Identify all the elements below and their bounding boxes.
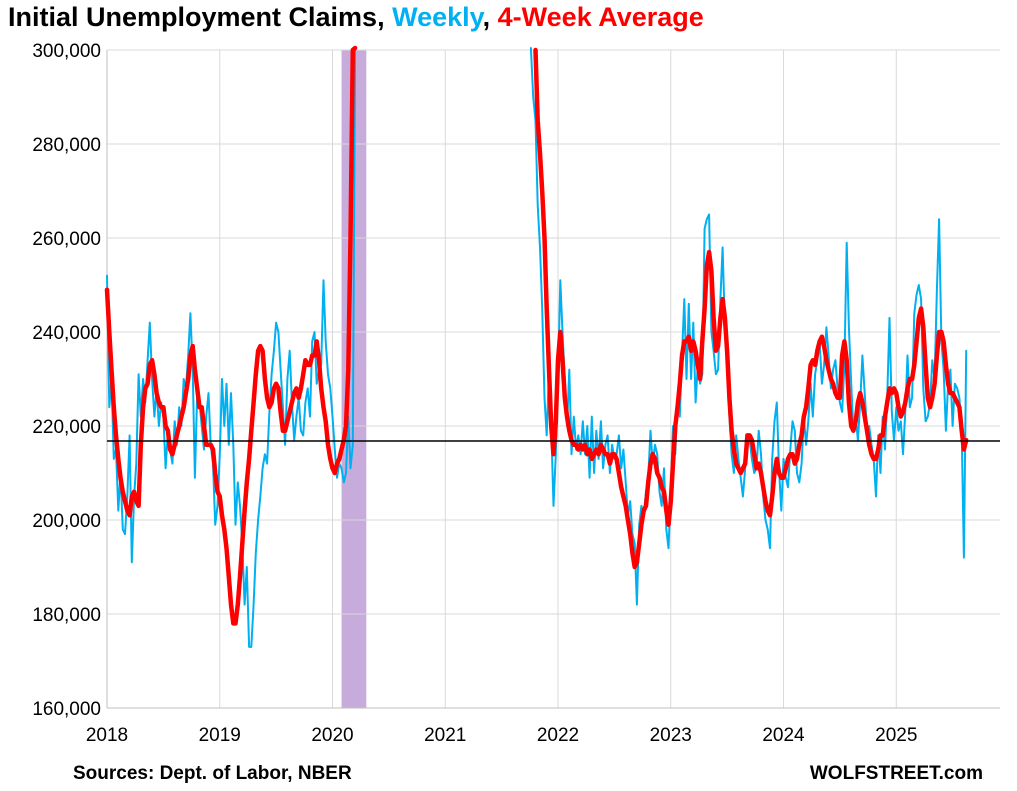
sources-note: Sources: Dept. of Labor, NBER [73, 763, 352, 784]
x-tick-label: 2018 [86, 725, 128, 746]
y-tick-label: 180,000 [32, 605, 101, 626]
title-comma: , [482, 2, 498, 32]
y-tick-label: 280,000 [32, 135, 101, 156]
x-tick-label: 2024 [762, 725, 805, 746]
title-main: Initial Unemployment Claims, [8, 2, 393, 32]
gridlines [106, 49, 1000, 709]
x-tick-label: 2023 [650, 725, 692, 746]
y-tick-label: 260,000 [32, 229, 101, 250]
series-lines [104, 45, 969, 648]
x-tick-label: 2022 [537, 725, 579, 746]
y-axis-tick-labels: 160,000 180,000 200,000 220,000 240,000 260,0… [32, 41, 101, 720]
site-credit: WOLFSTREET.com [810, 763, 983, 784]
chart-title: Initial Unemployment Claims, Weekly, 4-W… [8, 2, 704, 33]
weekly-claims-line [106, 47, 968, 648]
title-weekly: Weekly [392, 2, 483, 32]
x-tick-label: 2020 [311, 725, 353, 746]
y-tick-label: 200,000 [32, 511, 101, 532]
x-axis-tick-labels: 2018 2019 2020 2021 2022 2023 2024 2025 [86, 725, 918, 746]
y-tick-label: 160,000 [32, 699, 101, 720]
y-tick-label: 220,000 [32, 417, 101, 438]
y-tick-label: 240,000 [32, 323, 101, 344]
x-tick-label: 2021 [424, 725, 466, 746]
y-tick-label: 300,000 [32, 41, 101, 62]
x-tick-label: 2025 [875, 725, 917, 746]
x-tick-label: 2019 [199, 725, 241, 746]
title-average: 4-Week Average [497, 2, 704, 32]
four-week-average-line [104, 45, 969, 626]
